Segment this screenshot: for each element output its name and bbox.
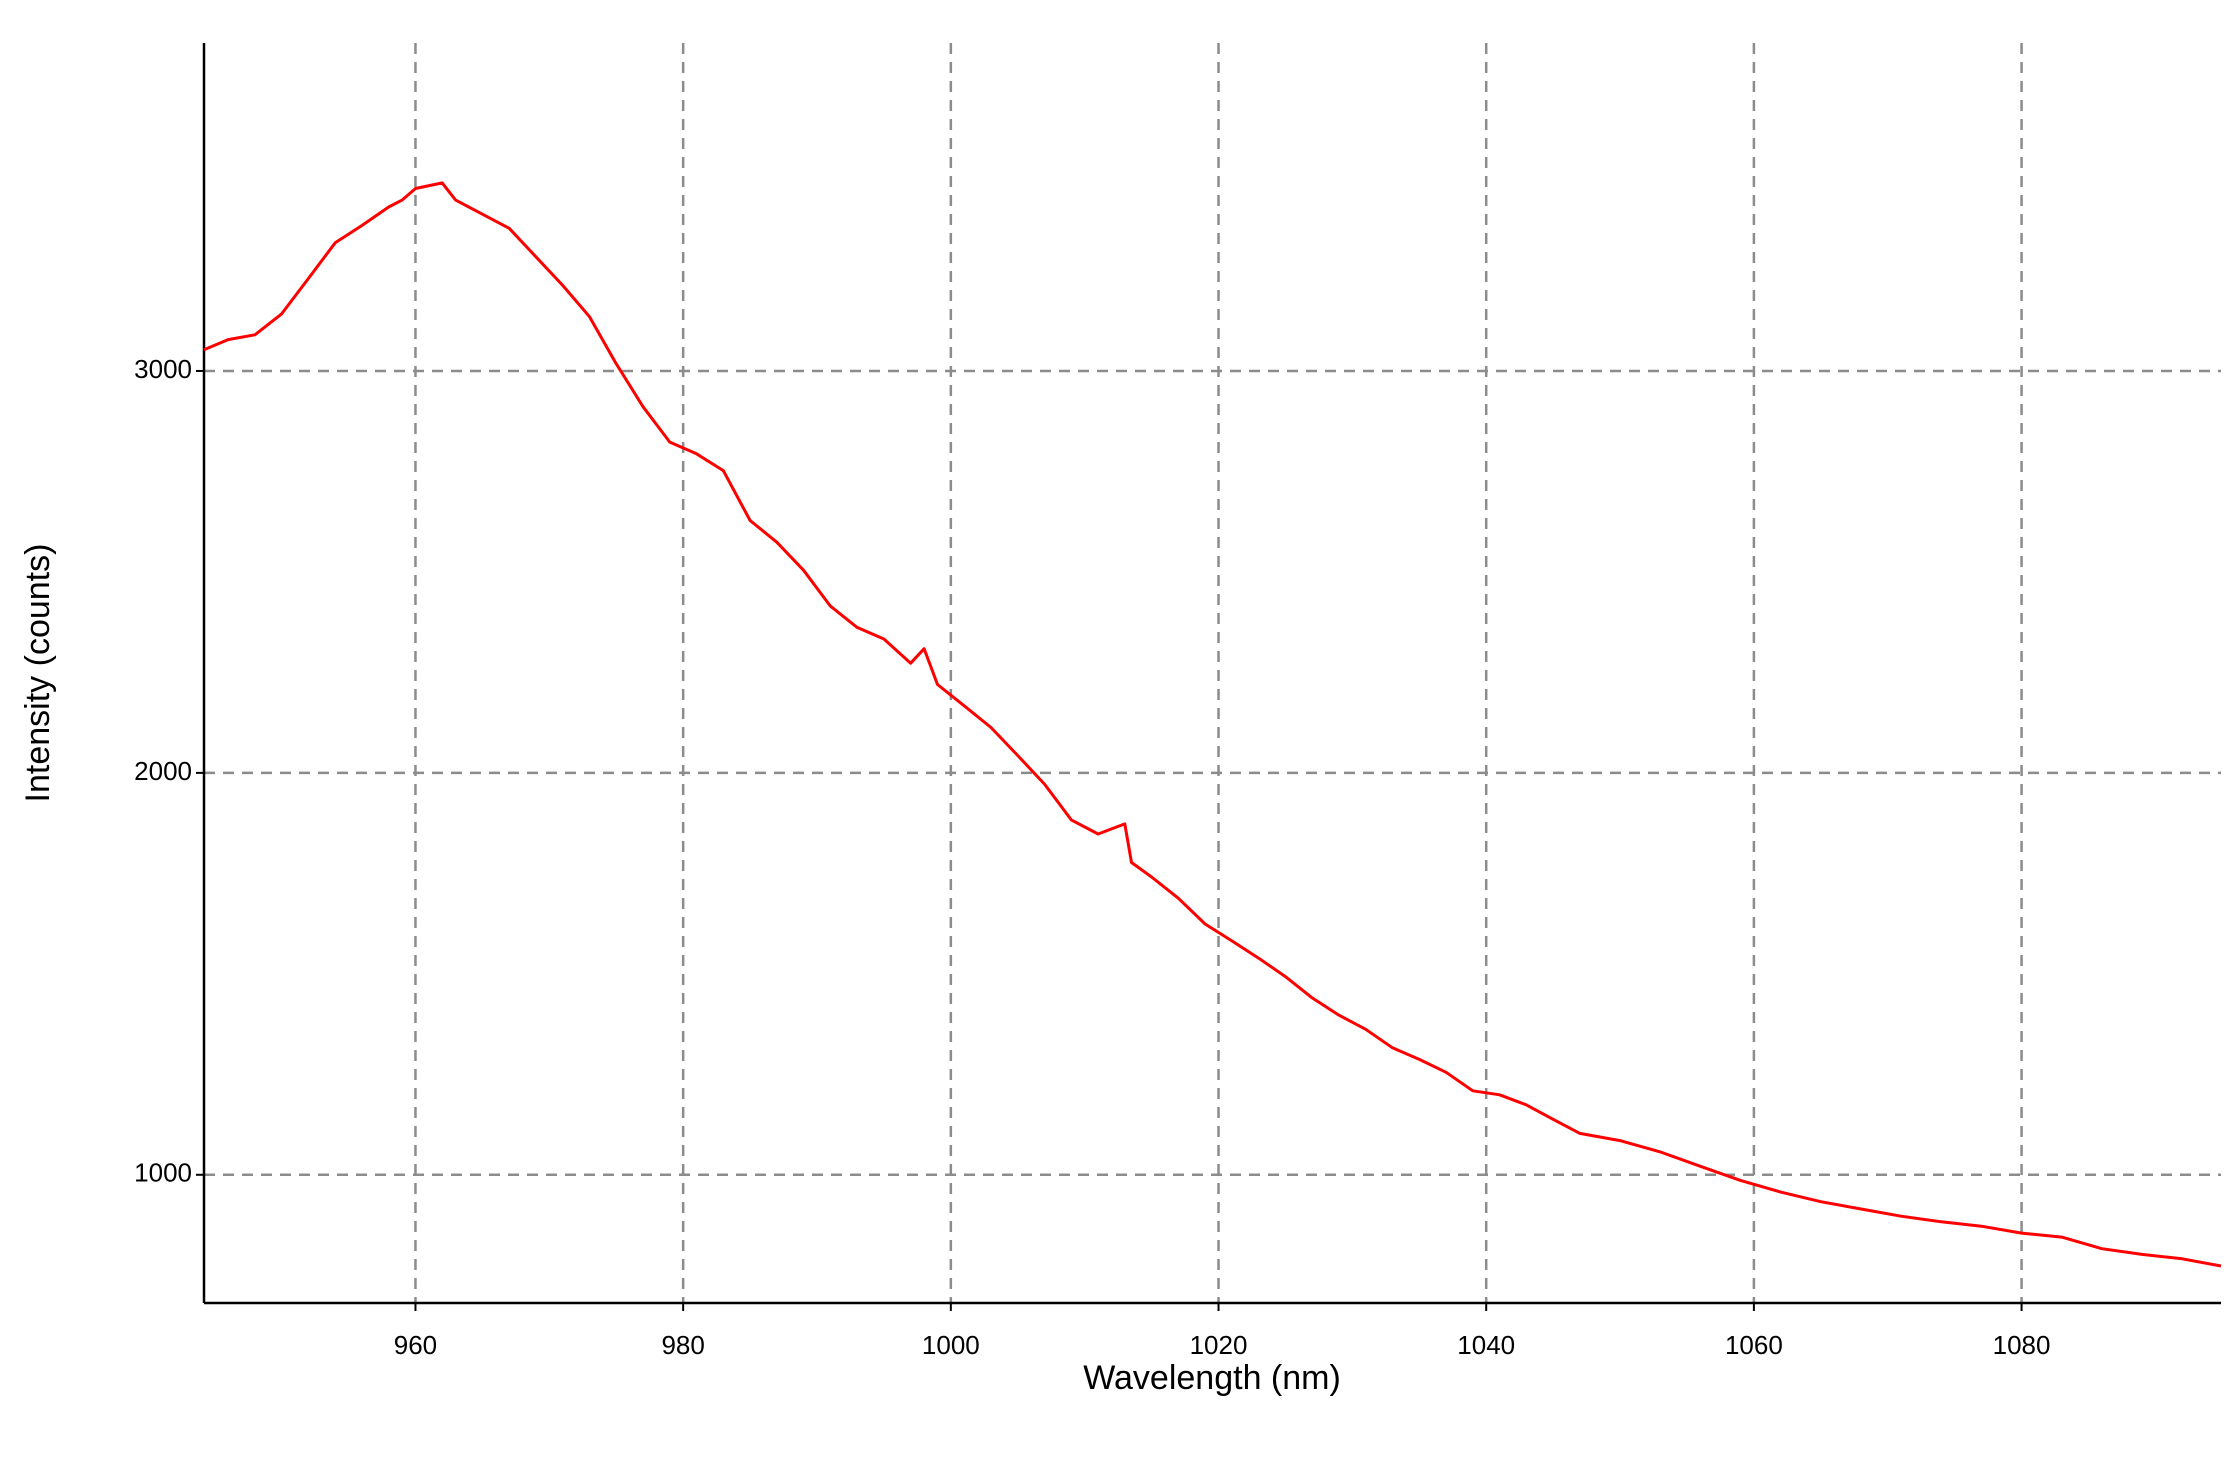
y-tick-label: 2000 <box>134 756 192 786</box>
x-tick-label: 980 <box>661 1330 704 1360</box>
data-line <box>203 181 2222 1268</box>
x-tick-label: 1000 <box>922 1330 980 1360</box>
y-tick-label: 3000 <box>134 354 192 384</box>
x-tick-label: 1040 <box>1457 1330 1515 1360</box>
y-axis-label: Intensity (counts) <box>19 544 57 803</box>
y-tick-label: 1000 <box>134 1158 192 1188</box>
x-tick-label: 1020 <box>1190 1330 1248 1360</box>
x-axis-label: Wavelength (nm) <box>1083 1359 1341 1397</box>
x-tick-label: 960 <box>394 1330 437 1360</box>
x-tick-label: 1080 <box>1993 1330 2051 1360</box>
x-tick-label: 1060 <box>1725 1330 1783 1360</box>
